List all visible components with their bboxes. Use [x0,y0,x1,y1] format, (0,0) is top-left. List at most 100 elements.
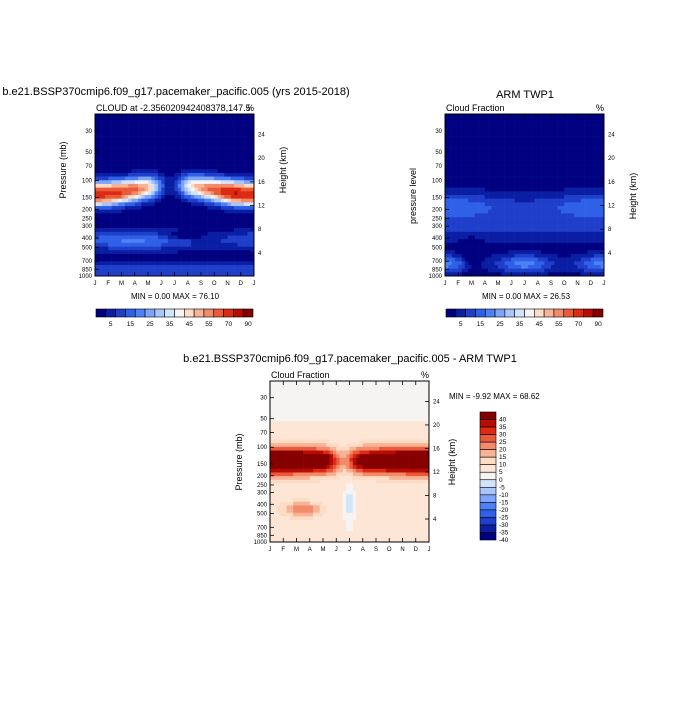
contour-cell [194,114,198,118]
contour-cell [396,399,400,403]
contour-cell [498,177,502,181]
contour-cell [455,236,459,240]
contour-cell [218,191,222,195]
contour-cell [277,410,281,414]
contour-cell [584,236,588,240]
colorbar-swatch [224,309,234,317]
contour-cell [528,213,532,217]
contour-cell [448,236,452,240]
contour-cell [376,399,380,403]
contour-cell [105,118,109,122]
contour-cell [591,269,595,273]
contour-cell [416,385,420,389]
contour-cell [148,206,152,210]
contour-cell [521,210,525,214]
contour-cell [581,217,585,221]
contour-cell [138,232,142,236]
contour-cell [155,228,159,232]
contour-cell [218,143,222,147]
contour-cell [191,239,195,243]
contour-cell [237,210,241,214]
contour-cell [151,147,155,151]
contour-cell [165,147,169,151]
contour-cell [208,184,212,188]
contour-cell [498,250,502,254]
contour-cell [237,180,241,184]
contour-cell [564,210,568,214]
contour-cell [551,125,555,129]
contour-cell [211,158,215,162]
contour-cell [191,199,195,203]
contour-cell [297,418,301,422]
contour-cell [521,213,525,217]
contour-cell [561,180,565,184]
contour-cell [102,228,106,232]
contour-cell [491,195,495,199]
contour-cell [445,143,449,147]
contour-cell [168,162,172,166]
contour-cell [178,254,182,258]
contour-cell [175,118,179,122]
contour-cell [475,140,479,144]
contour-cell [273,410,277,414]
contour-cell [363,381,367,385]
contour-cell [485,217,489,221]
contour-cell [151,258,155,262]
contour-cell [551,147,555,151]
contour-cell [188,147,192,151]
contour-cell [218,243,222,247]
contour-cell [587,206,591,210]
contour-cell [158,166,162,170]
contour-cell [161,132,165,136]
contour-cell [495,166,499,170]
contour-cell [208,269,212,273]
contour-cell [115,206,119,210]
contour-cell [452,217,456,221]
contour-cell [597,151,601,155]
contour-cell [481,136,485,140]
contour-cell [131,217,135,221]
contour-cell [531,239,535,243]
contour-cell [501,191,505,195]
contour-cell [333,385,337,389]
contour-cell [468,228,472,232]
contour-cell [412,385,416,389]
contour-cell [247,247,251,251]
contour-cell [551,184,555,188]
contour-cell [165,206,169,210]
contour-cell [241,132,245,136]
contour-cell [455,143,459,147]
contour-cell [508,151,512,155]
contour-cell [323,381,327,385]
contour-cell [125,143,129,147]
contour-cell [171,265,175,269]
contour-cell [122,158,126,162]
contour-cell [472,129,476,133]
contour-cell [587,140,591,144]
contour-cell [141,247,145,251]
contour-cell [458,210,462,214]
contour-cell [198,155,202,159]
contour-cell [548,213,552,217]
contour-cell [323,410,327,414]
contour-cell [554,136,558,140]
contour-cell [231,265,235,269]
contour-cell [462,166,466,170]
contour-cell [198,232,202,236]
contour-cell [495,232,499,236]
contour-cell [581,151,585,155]
contour-cell [326,399,330,403]
contour-cell [330,414,334,418]
contour-cell [534,143,538,147]
contour-cell [178,213,182,217]
contour-cell [151,177,155,181]
contour-cell [485,228,489,232]
contour-cell [95,188,99,192]
contour-cell [244,147,248,151]
contour-cell [178,232,182,236]
contour-cell [211,243,215,247]
contour-cell [95,140,99,144]
contour-cell [445,125,449,129]
contour-cell [373,414,377,418]
contour-cell [511,202,515,206]
